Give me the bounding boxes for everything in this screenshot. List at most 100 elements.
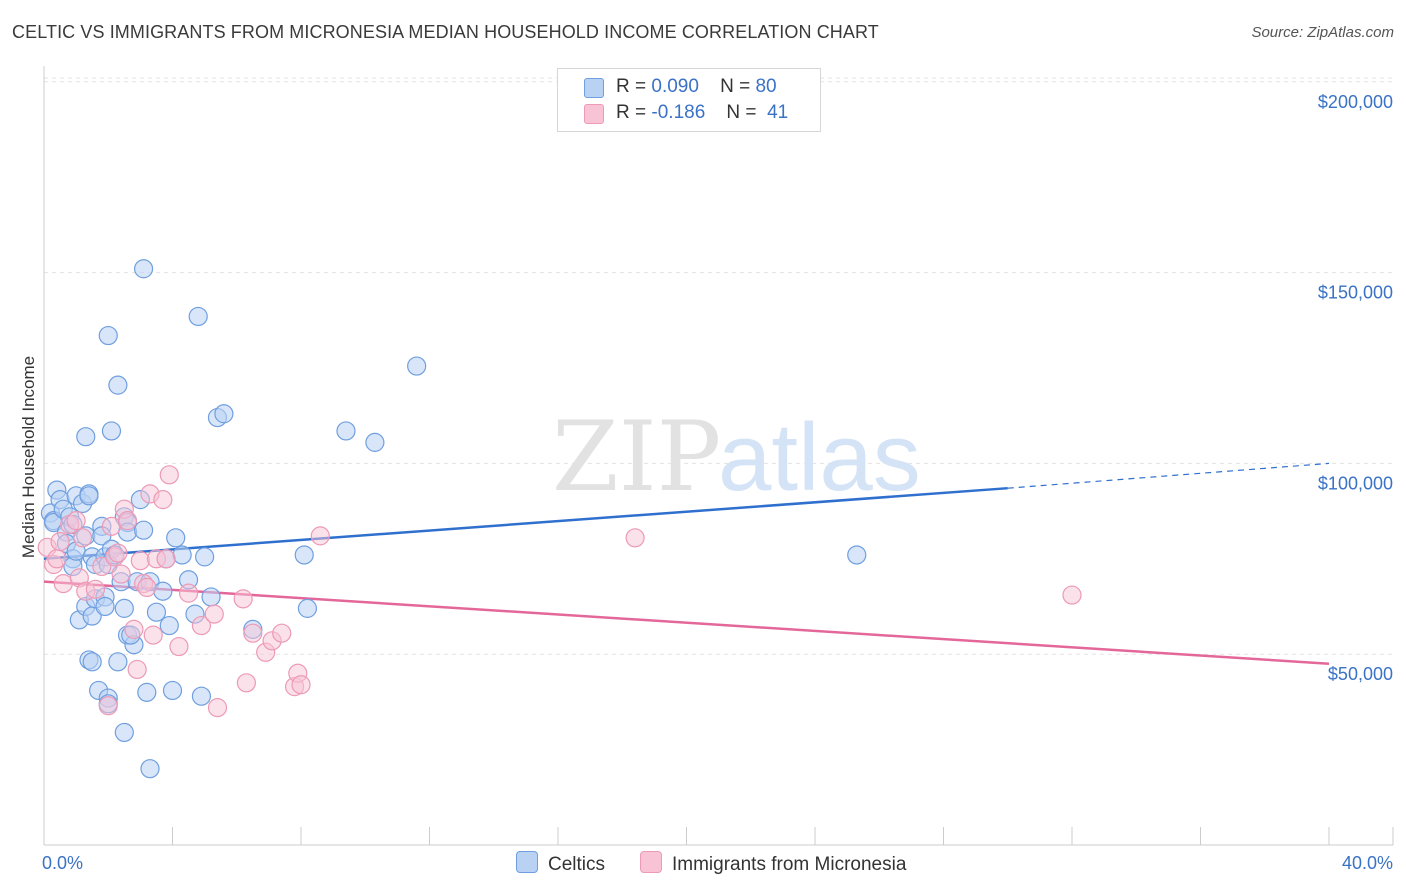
celtics-point [172, 545, 192, 565]
micronesia-point [108, 543, 128, 563]
micronesia-swatch [584, 104, 604, 124]
celtics-point [365, 432, 385, 452]
y-tick-label: $150,000 [1318, 283, 1393, 303]
micronesia-point [124, 619, 144, 639]
micronesia-n-value: 41 [767, 102, 789, 123]
celtics-n-value: 80 [755, 76, 777, 97]
y-axis-label: Median Household Income [19, 356, 38, 558]
x-tick-labels: 0.0% 40.0% [42, 853, 1393, 873]
micronesia-point [243, 623, 263, 643]
celtics-legend-swatch [516, 851, 538, 873]
celtics-legend-label: Celtics [548, 854, 606, 875]
celtics-point [82, 652, 102, 672]
y-tick-label: $200,000 [1318, 92, 1393, 112]
celtics-point [847, 545, 867, 565]
micronesia-point [625, 528, 645, 548]
y-tick-label: $100,000 [1318, 473, 1393, 493]
celtics-point [162, 680, 183, 701]
trend-lines [43, 462, 1330, 665]
micronesia-point [130, 551, 150, 571]
micronesia-point [101, 516, 122, 536]
micronesia-point [47, 549, 67, 569]
celtics-point [201, 587, 221, 607]
celtics-point [114, 722, 134, 743]
celtics-point [191, 686, 212, 706]
y-tick-label: $50,000 [1328, 664, 1393, 684]
micronesia-point [178, 583, 199, 603]
celtics-point [133, 259, 154, 279]
micronesia-point [111, 564, 131, 584]
celtics-trend-extension [1007, 462, 1330, 489]
celtics-point [214, 404, 234, 424]
celtics-point [114, 598, 134, 618]
micronesia-points [37, 465, 1082, 718]
celtics-point [108, 375, 128, 395]
micronesia-r-value: -0.186 [651, 102, 706, 123]
celtics-point [297, 598, 318, 618]
gridlines [44, 77, 1393, 655]
micronesia-point [98, 696, 118, 716]
celtics-point [140, 759, 160, 779]
celtics-point [101, 421, 122, 441]
micronesia-point [156, 549, 176, 569]
celtics-point [133, 520, 154, 540]
celtics-point [98, 325, 118, 346]
micronesia-point [169, 636, 189, 657]
micronesia-point [117, 511, 138, 531]
micronesia-point [66, 511, 86, 531]
celtics-point [159, 615, 179, 636]
micronesia-point [236, 673, 256, 693]
micronesia-legend-swatch [640, 851, 662, 873]
micronesia-point [272, 623, 292, 643]
watermark: ZIP atlas [552, 401, 921, 513]
celtics-point [166, 528, 186, 548]
micronesia-point [291, 675, 311, 695]
micronesia-point [159, 465, 179, 485]
celtics-swatch [584, 78, 604, 98]
celtics-point [108, 652, 128, 672]
celtics-trend-line [43, 486, 1008, 561]
correlation-legend: R = 0.090 N = 80 R = -0.186 N = 41 [557, 68, 821, 132]
micronesia-point [92, 556, 112, 577]
micronesia-legend-label: Immigrants from Micronesia [672, 854, 907, 875]
celtics-point [336, 421, 356, 441]
celtics-point [137, 682, 157, 702]
r-label: R = [616, 102, 647, 123]
micronesia-point [143, 625, 163, 645]
y-tick-labels: $50,000 $100,000 $150,000 $200,000 [1318, 92, 1393, 684]
micronesia-point [207, 698, 228, 718]
watermark-atlas: atlas [718, 404, 921, 511]
n-label: N = [726, 102, 757, 123]
x-tick-label: 40.0% [1342, 853, 1393, 873]
source-credit: Source: ZipAtlas.com [1251, 24, 1394, 41]
legend-item-celtics: Celtics [516, 851, 605, 876]
n-label: N = [720, 76, 751, 97]
micronesia-point [50, 532, 70, 552]
x-tick-label: 0.0% [42, 853, 83, 873]
micronesia-point [72, 528, 93, 548]
micronesia-point [233, 589, 253, 609]
celtics-point [76, 427, 96, 447]
celtics-point [95, 596, 115, 617]
celtics-point [294, 545, 314, 565]
celtics-point [146, 602, 167, 622]
micronesia-point [191, 615, 212, 636]
celtics-point [188, 306, 208, 327]
r-label: R = [616, 76, 647, 97]
celtics-r-value: 0.090 [651, 76, 699, 97]
celtics-point [79, 486, 99, 506]
micronesia-point [85, 579, 106, 599]
watermark-zip: ZIP [552, 401, 721, 513]
chart-title: CELTIC VS IMMIGRANTS FROM MICRONESIA MED… [12, 22, 879, 42]
celtics-point [407, 356, 427, 376]
micronesia-point [153, 490, 173, 510]
legend-item-micronesia: Immigrants from Micronesia [640, 851, 906, 876]
axes [43, 66, 1394, 846]
celtics-point [195, 547, 215, 567]
micronesia-point [137, 577, 157, 598]
micronesia-point [310, 526, 330, 546]
micronesia-point [1062, 585, 1082, 605]
micronesia-point [127, 659, 147, 680]
celtics-points [40, 259, 867, 779]
